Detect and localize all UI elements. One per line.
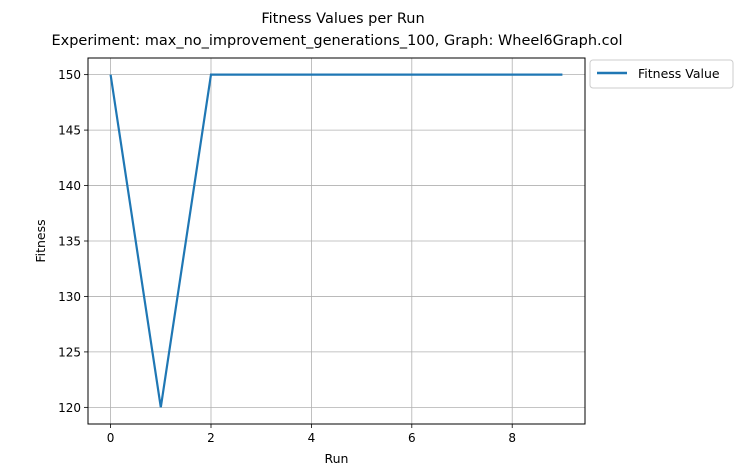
- x-tick-label: 2: [207, 431, 215, 445]
- y-tick-label: 135: [58, 235, 81, 249]
- grid: [88, 58, 585, 424]
- y-axis-label: Fitness: [33, 219, 48, 262]
- chart-subtitle: Experiment: max_no_improvement_generatio…: [51, 33, 622, 49]
- legend-box: [589, 59, 734, 89]
- ticks: 0 2 4 6 8 120 125 130 135 140 145 150: [58, 68, 516, 445]
- legend: Fitness Value: [589, 59, 734, 89]
- y-tick-label: 145: [58, 124, 81, 138]
- chart-title: Fitness Values per Run: [261, 11, 424, 27]
- y-tick-label: 125: [58, 345, 81, 359]
- y-tick-label: 150: [58, 68, 81, 82]
- x-tick-label: 0: [107, 431, 115, 445]
- y-tick-label: 140: [58, 179, 81, 193]
- x-tick-label: 6: [408, 431, 416, 445]
- y-tick-label: 120: [58, 401, 81, 415]
- series-line-0: [109, 73, 563, 408]
- legend-entry: Fitness Value: [638, 66, 720, 81]
- x-tick-label: 8: [508, 431, 516, 445]
- x-tick-label: 4: [308, 431, 316, 445]
- x-axis-label: Run: [325, 451, 349, 466]
- y-tick-label: 130: [58, 290, 81, 304]
- series: [109, 73, 563, 408]
